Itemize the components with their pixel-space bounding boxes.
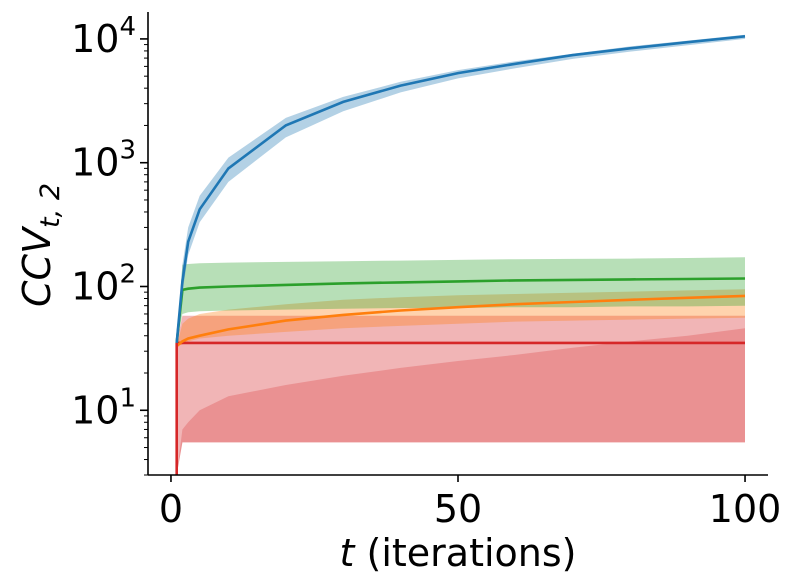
- y-tick-exp: 1: [119, 383, 136, 413]
- y-tick-base: 10: [71, 141, 119, 185]
- x-tick-label: 0: [159, 487, 183, 531]
- y-tick-label: 104: [71, 12, 136, 61]
- y-tick-label: 101: [71, 383, 136, 432]
- x-axis-label: t (iterations): [340, 531, 577, 575]
- series-0-line: [175, 35, 746, 344]
- series-2-band: [176, 289, 745, 347]
- series-3-band: [176, 315, 745, 475]
- y-axis-label-sub: t, 2: [35, 183, 66, 228]
- y-axis-label: CCVt, 2: [15, 183, 66, 307]
- y-tick-exp: 3: [119, 136, 136, 166]
- y-axis-label-base: CCV: [15, 225, 59, 307]
- y-tick-base: 10: [71, 264, 119, 308]
- x-tick-label: 100: [709, 487, 782, 531]
- series-2-line: [175, 294, 746, 348]
- y-tick-label: 103: [71, 136, 136, 185]
- y-tick-exp: 4: [119, 12, 136, 42]
- x-axis-label-rest: (iterations): [354, 531, 576, 575]
- x-axis-label-var: t: [340, 531, 357, 575]
- x-tick-label: 50: [434, 487, 482, 531]
- series-1-line: [175, 277, 746, 344]
- y-tick-base: 10: [71, 17, 119, 61]
- x-ticks: 0 50 100: [159, 475, 781, 531]
- confidence-bands: [176, 34, 745, 475]
- series-3-inner-band: [176, 328, 745, 475]
- y-tick-exp: 2: [119, 259, 136, 289]
- series-lines: [175, 35, 746, 475]
- y-tick-base: 10: [71, 388, 119, 432]
- y-tick-label: 102: [71, 259, 136, 308]
